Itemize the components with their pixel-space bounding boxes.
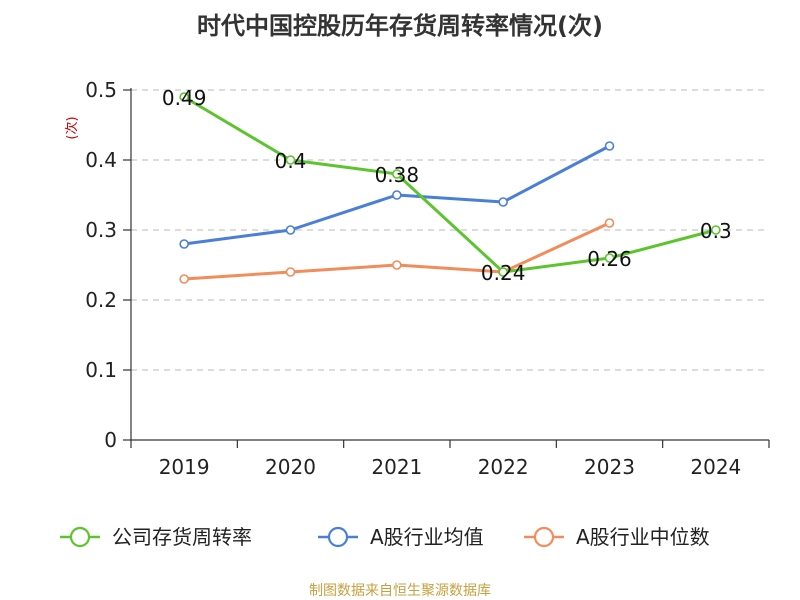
series-lines — [179, 92, 721, 284]
data-point — [392, 190, 402, 200]
x-tick-label: 2022 — [478, 455, 529, 479]
x-tick-label: 2023 — [584, 455, 635, 479]
data-point — [179, 239, 189, 249]
y-tick-label: 0.3 — [85, 218, 117, 242]
x-tick-label: 2021 — [371, 455, 422, 479]
y-axis-label: (次) — [64, 116, 80, 139]
data-point — [285, 225, 296, 235]
data-point — [498, 267, 508, 277]
series-line-0 — [183, 95, 717, 274]
data-label: 0.24 — [481, 261, 526, 285]
data-label: 0.49 — [162, 86, 207, 110]
data-point — [498, 197, 508, 207]
legend-marker-0 — [69, 526, 91, 548]
data-label: 0.26 — [587, 247, 632, 271]
axes: 0 0.1 0.2 0.3 0.4 0.5 2019 2020 2021 2022 2023 2024 — [85, 78, 770, 479]
legend-label-1: A股行业均值 — [370, 525, 484, 549]
x-tick-label: 2019 — [159, 455, 210, 479]
legend-marker-1 — [327, 526, 349, 548]
data-point — [179, 92, 189, 102]
data-label: 0.4 — [275, 149, 307, 173]
legend-label-0: 公司存货周转率 — [112, 525, 252, 549]
data-point — [392, 169, 402, 179]
chart-title: 时代中国控股历年存货周转率情况(次) — [197, 12, 603, 40]
series-line-2 — [184, 221, 611, 281]
data-label: 0.38 — [375, 163, 420, 187]
y-tick-label: 0.4 — [85, 148, 117, 172]
data-point — [179, 274, 189, 284]
legend: 公司存货周转率 A股行业均值 A股行业中位数 — [60, 525, 710, 549]
y-tick-label: 0 — [104, 428, 117, 452]
data-point — [604, 141, 615, 151]
data-labels: 0.49 0.4 0.38 0.24 0.26 0.3 — [162, 86, 732, 285]
x-tick-label: 2024 — [690, 455, 741, 479]
data-label: 0.3 — [700, 219, 732, 243]
data-point — [711, 225, 721, 235]
y-tick-label: 0.5 — [85, 78, 117, 102]
data-point — [285, 155, 296, 165]
data-point — [604, 253, 615, 263]
y-tick-label: 0.2 — [85, 288, 117, 312]
data-point — [285, 267, 296, 277]
grid-lines — [131, 89, 769, 371]
data-point — [392, 260, 402, 270]
source-note: 制图数据来自恒生聚源数据库 — [309, 583, 491, 599]
data-point — [604, 218, 615, 228]
legend-label-2: A股行业中位数 — [576, 525, 710, 549]
legend-marker-2 — [533, 526, 555, 548]
y-tick-label: 0.1 — [85, 358, 117, 382]
x-tick-label: 2020 — [265, 455, 316, 479]
